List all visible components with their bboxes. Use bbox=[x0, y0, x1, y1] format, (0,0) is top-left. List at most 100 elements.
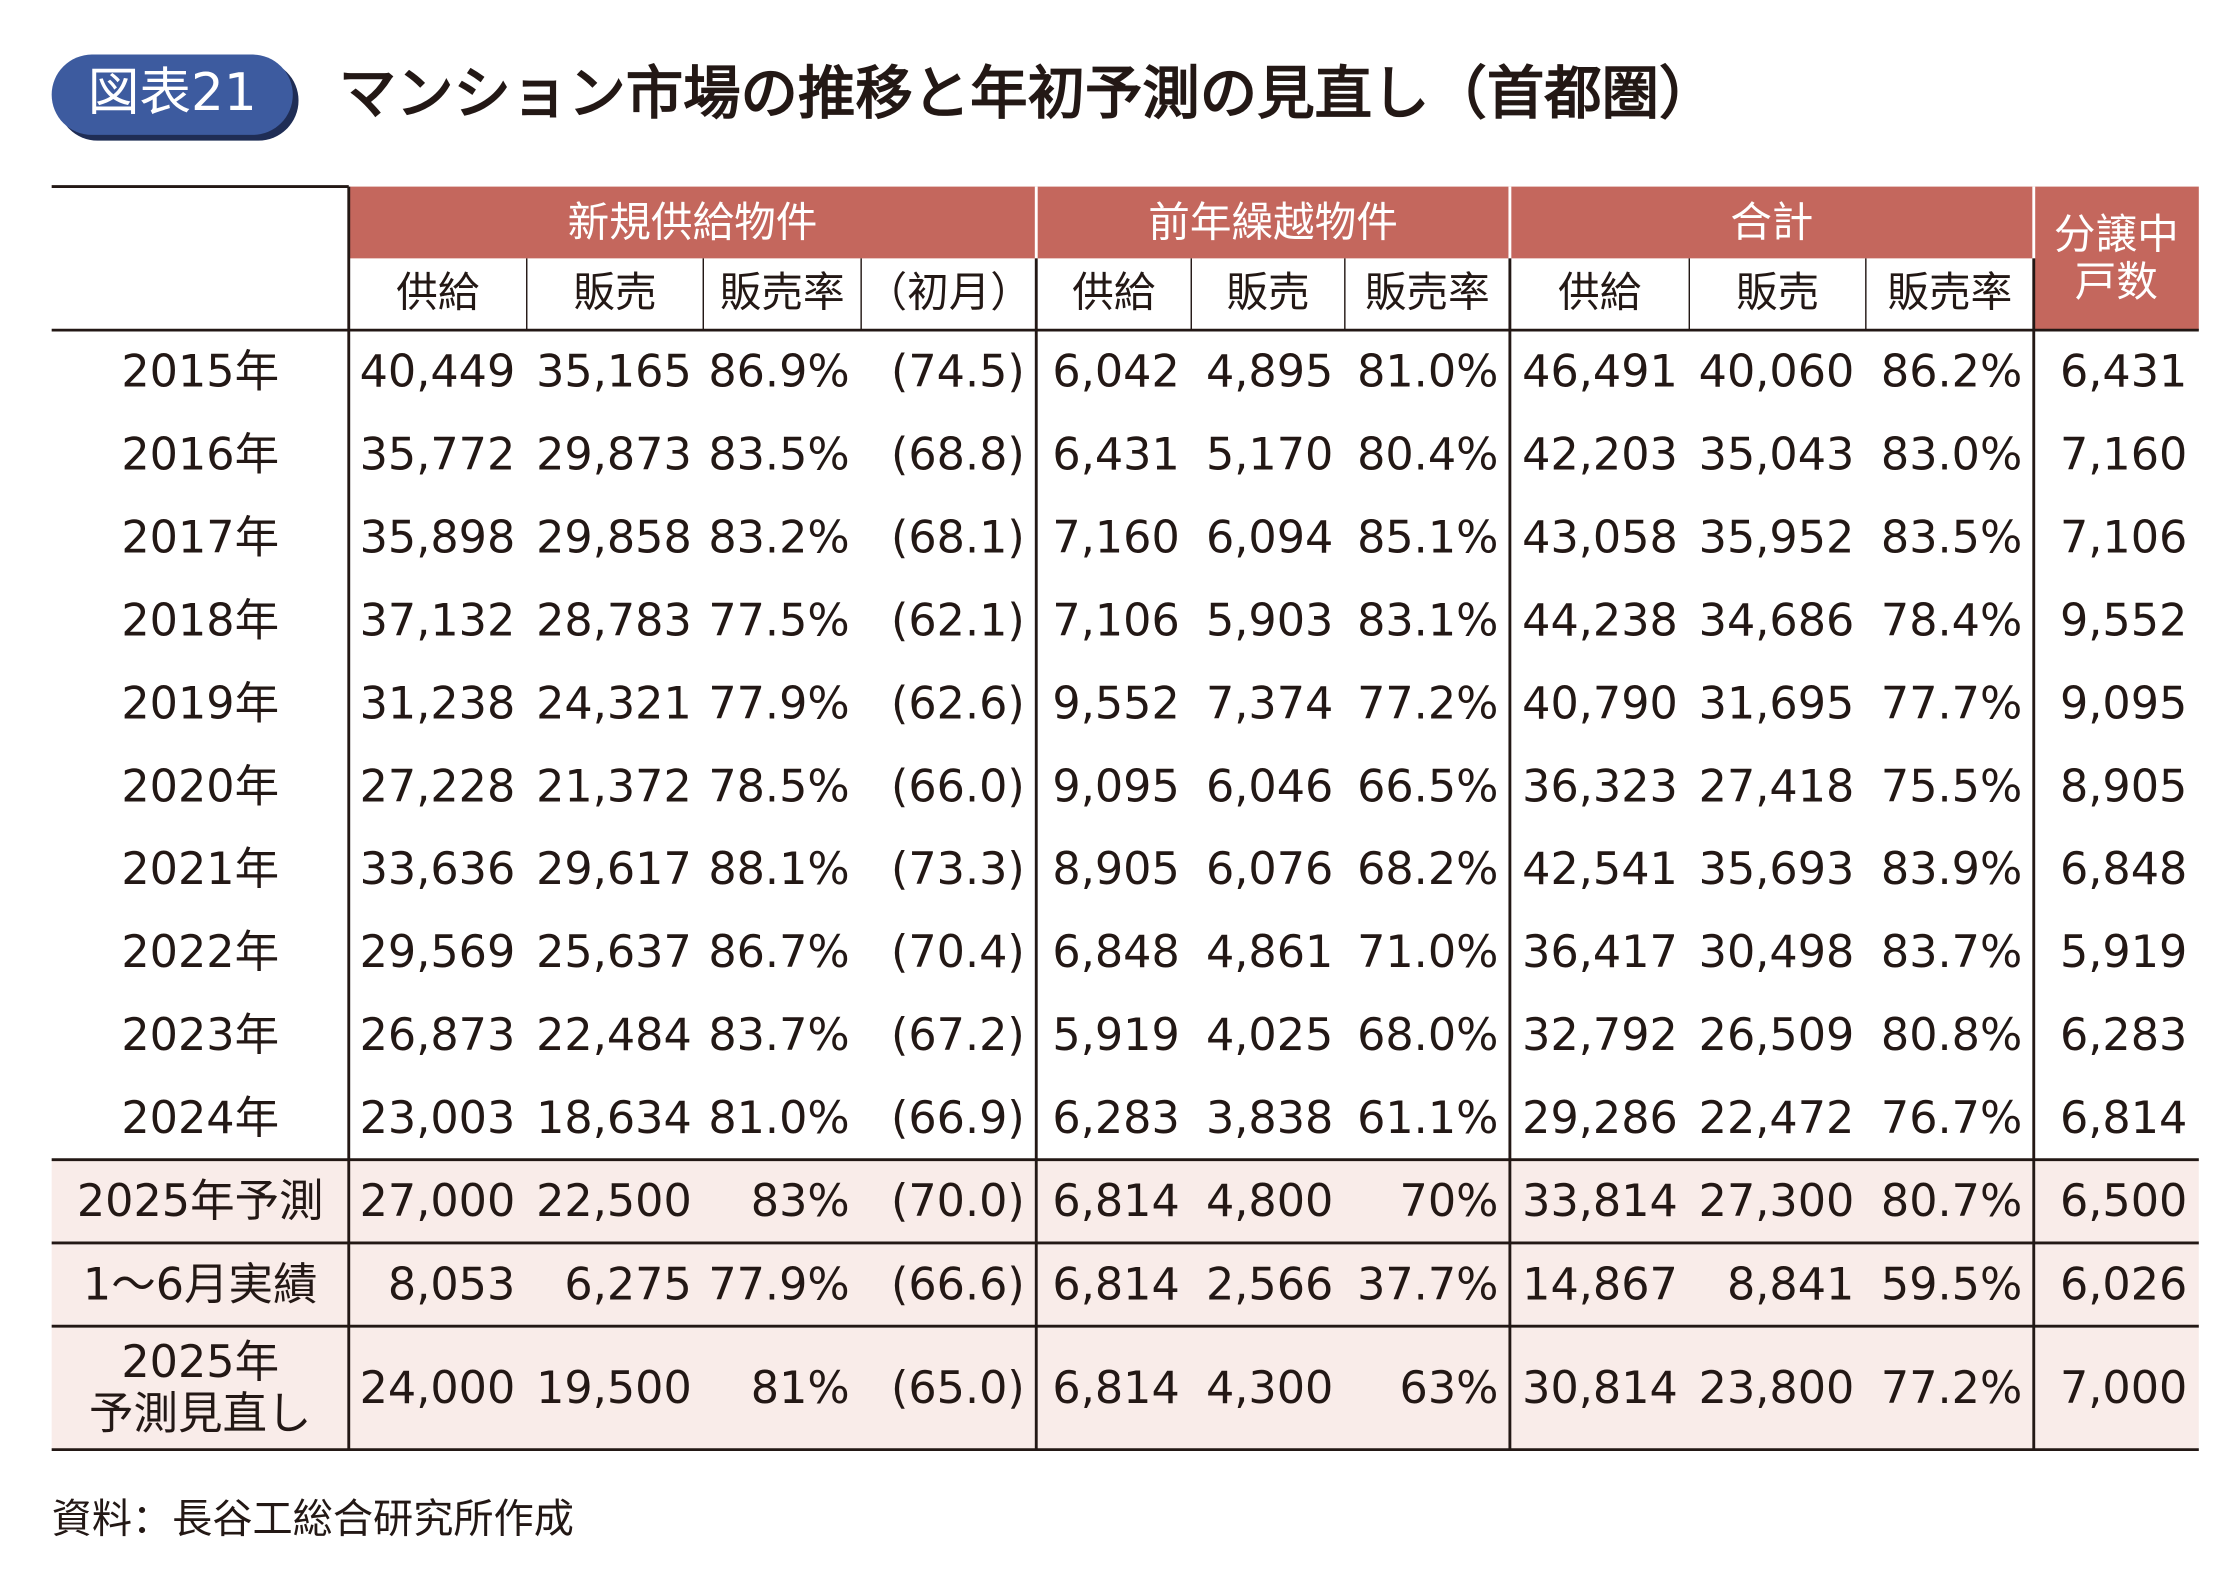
cell: (62.1) bbox=[891, 595, 1025, 646]
cell: 37,132 bbox=[360, 595, 516, 646]
cell: 8,841 bbox=[1727, 1259, 1854, 1310]
subheader: 販売 bbox=[1226, 268, 1309, 317]
cell: 83.2% bbox=[708, 512, 849, 563]
cell: 9,552 bbox=[2060, 595, 2187, 646]
cell: 63% bbox=[1400, 1363, 1499, 1414]
cell: (65.0) bbox=[891, 1363, 1025, 1414]
row-label-line: 2022年 bbox=[121, 927, 279, 978]
cell: (68.8) bbox=[891, 429, 1025, 480]
cell: 83.7% bbox=[708, 1010, 849, 1061]
cell: 77.2% bbox=[1881, 1363, 2022, 1414]
cell: 35,898 bbox=[360, 512, 516, 563]
group-header: 新規供給物件 bbox=[568, 197, 818, 246]
cell: 81.0% bbox=[708, 1093, 849, 1144]
cell: 9,095 bbox=[1052, 761, 1179, 812]
group-header: 合計 bbox=[1730, 197, 1813, 246]
row-label-line: 2019年 bbox=[121, 678, 279, 729]
group-header-line: 前年繰越物件 bbox=[1148, 197, 1398, 246]
cell: 81% bbox=[751, 1363, 850, 1414]
row-label: 2025年予測 bbox=[77, 1176, 324, 1227]
cell: 5,919 bbox=[2060, 927, 2187, 978]
cell: 83.7% bbox=[1881, 927, 2022, 978]
cell: 29,617 bbox=[536, 844, 692, 895]
cell: 25,637 bbox=[536, 927, 692, 978]
cell: 77.9% bbox=[708, 1259, 849, 1310]
cell: 35,693 bbox=[1699, 844, 1855, 895]
subheader: 販売率 bbox=[720, 268, 845, 317]
subheader: 供給 bbox=[1072, 268, 1155, 317]
row-label: 2019年 bbox=[121, 678, 279, 729]
cell: 36,417 bbox=[1522, 927, 1678, 978]
cell: 26,873 bbox=[360, 1010, 516, 1061]
subheader: 販売 bbox=[1736, 268, 1819, 317]
cell: (62.6) bbox=[891, 678, 1025, 729]
cell: 9,552 bbox=[1052, 678, 1179, 729]
cell: 80.7% bbox=[1881, 1176, 2022, 1227]
row-label-line: 1～6月実績 bbox=[83, 1259, 318, 1310]
cell: 30,814 bbox=[1522, 1363, 1678, 1414]
cell: 18,634 bbox=[536, 1093, 692, 1144]
cell: 36,323 bbox=[1522, 761, 1678, 812]
row-label-line: 2021年 bbox=[121, 844, 279, 895]
subheader: 販売 bbox=[573, 268, 656, 317]
cell: 32,792 bbox=[1522, 1010, 1678, 1061]
cell: 4,800 bbox=[1206, 1176, 1333, 1227]
badge-text: 図表21 bbox=[88, 63, 257, 123]
cell: 71.0% bbox=[1357, 927, 1498, 978]
cell: 19,500 bbox=[536, 1363, 692, 1414]
cell: 6,283 bbox=[1052, 1093, 1179, 1144]
cell: 6,814 bbox=[1052, 1176, 1179, 1227]
cell: 59.5% bbox=[1881, 1259, 2022, 1310]
cell: 7,374 bbox=[1206, 678, 1333, 729]
row-label-line: 2017年 bbox=[121, 512, 279, 563]
cell: 6,848 bbox=[2060, 844, 2187, 895]
cell: 9,095 bbox=[2060, 678, 2187, 729]
cell: 6,500 bbox=[2060, 1176, 2187, 1227]
cell: 8,905 bbox=[1052, 844, 1179, 895]
cell: 8,905 bbox=[2060, 761, 2187, 812]
cell: 42,541 bbox=[1522, 844, 1678, 895]
cell: 6,094 bbox=[1206, 512, 1333, 563]
cell: 7,106 bbox=[1052, 595, 1179, 646]
group-header: 前年繰越物件 bbox=[1148, 197, 1398, 246]
cell: (73.3) bbox=[891, 844, 1025, 895]
cell: 83% bbox=[751, 1176, 850, 1227]
cell: 76.7% bbox=[1881, 1093, 2022, 1144]
cell: 7,000 bbox=[2060, 1363, 2187, 1414]
group-header-cell bbox=[1509, 186, 2034, 259]
cell: (70.4) bbox=[891, 927, 1025, 978]
cell: 31,695 bbox=[1699, 678, 1855, 729]
subheader: （初月） bbox=[865, 268, 1031, 317]
cell: 6,046 bbox=[1206, 761, 1333, 812]
highlight-row bbox=[51, 1326, 2199, 1450]
cell: 6,431 bbox=[1052, 429, 1179, 480]
cell: 23,800 bbox=[1699, 1363, 1855, 1414]
cell: 34,686 bbox=[1699, 595, 1855, 646]
row-label-line: 2025年予測 bbox=[77, 1176, 324, 1227]
row-label: 2024年 bbox=[121, 1093, 279, 1144]
row-label-line: 2023年 bbox=[121, 1010, 279, 1061]
cell: 6,042 bbox=[1052, 346, 1179, 397]
row-label: 2025年予測見直し bbox=[89, 1337, 311, 1439]
cell: 27,300 bbox=[1699, 1176, 1855, 1227]
cell: 6,431 bbox=[2060, 346, 2187, 397]
subheader: 供給 bbox=[1558, 268, 1641, 317]
cell: 86.2% bbox=[1881, 346, 2022, 397]
cell: 35,952 bbox=[1699, 512, 1855, 563]
cell: 66.5% bbox=[1357, 761, 1498, 812]
cell: 83.5% bbox=[1881, 512, 2022, 563]
cell: 30,498 bbox=[1699, 927, 1855, 978]
group-header-line: 戸数 bbox=[2075, 257, 2158, 306]
row-label-line: 2020年 bbox=[121, 761, 279, 812]
cell: 46,491 bbox=[1522, 346, 1678, 397]
group-header-cell bbox=[2033, 186, 2199, 331]
cell: 83.1% bbox=[1357, 595, 1498, 646]
cell: 5,919 bbox=[1052, 1010, 1179, 1061]
row-label: 2015年 bbox=[121, 346, 279, 397]
row-label: 2023年 bbox=[121, 1010, 279, 1061]
cell: 77.7% bbox=[1881, 678, 2022, 729]
cell: 40,790 bbox=[1522, 678, 1678, 729]
cell: 22,500 bbox=[536, 1176, 692, 1227]
row-label-line: 予測見直し bbox=[89, 1388, 311, 1439]
